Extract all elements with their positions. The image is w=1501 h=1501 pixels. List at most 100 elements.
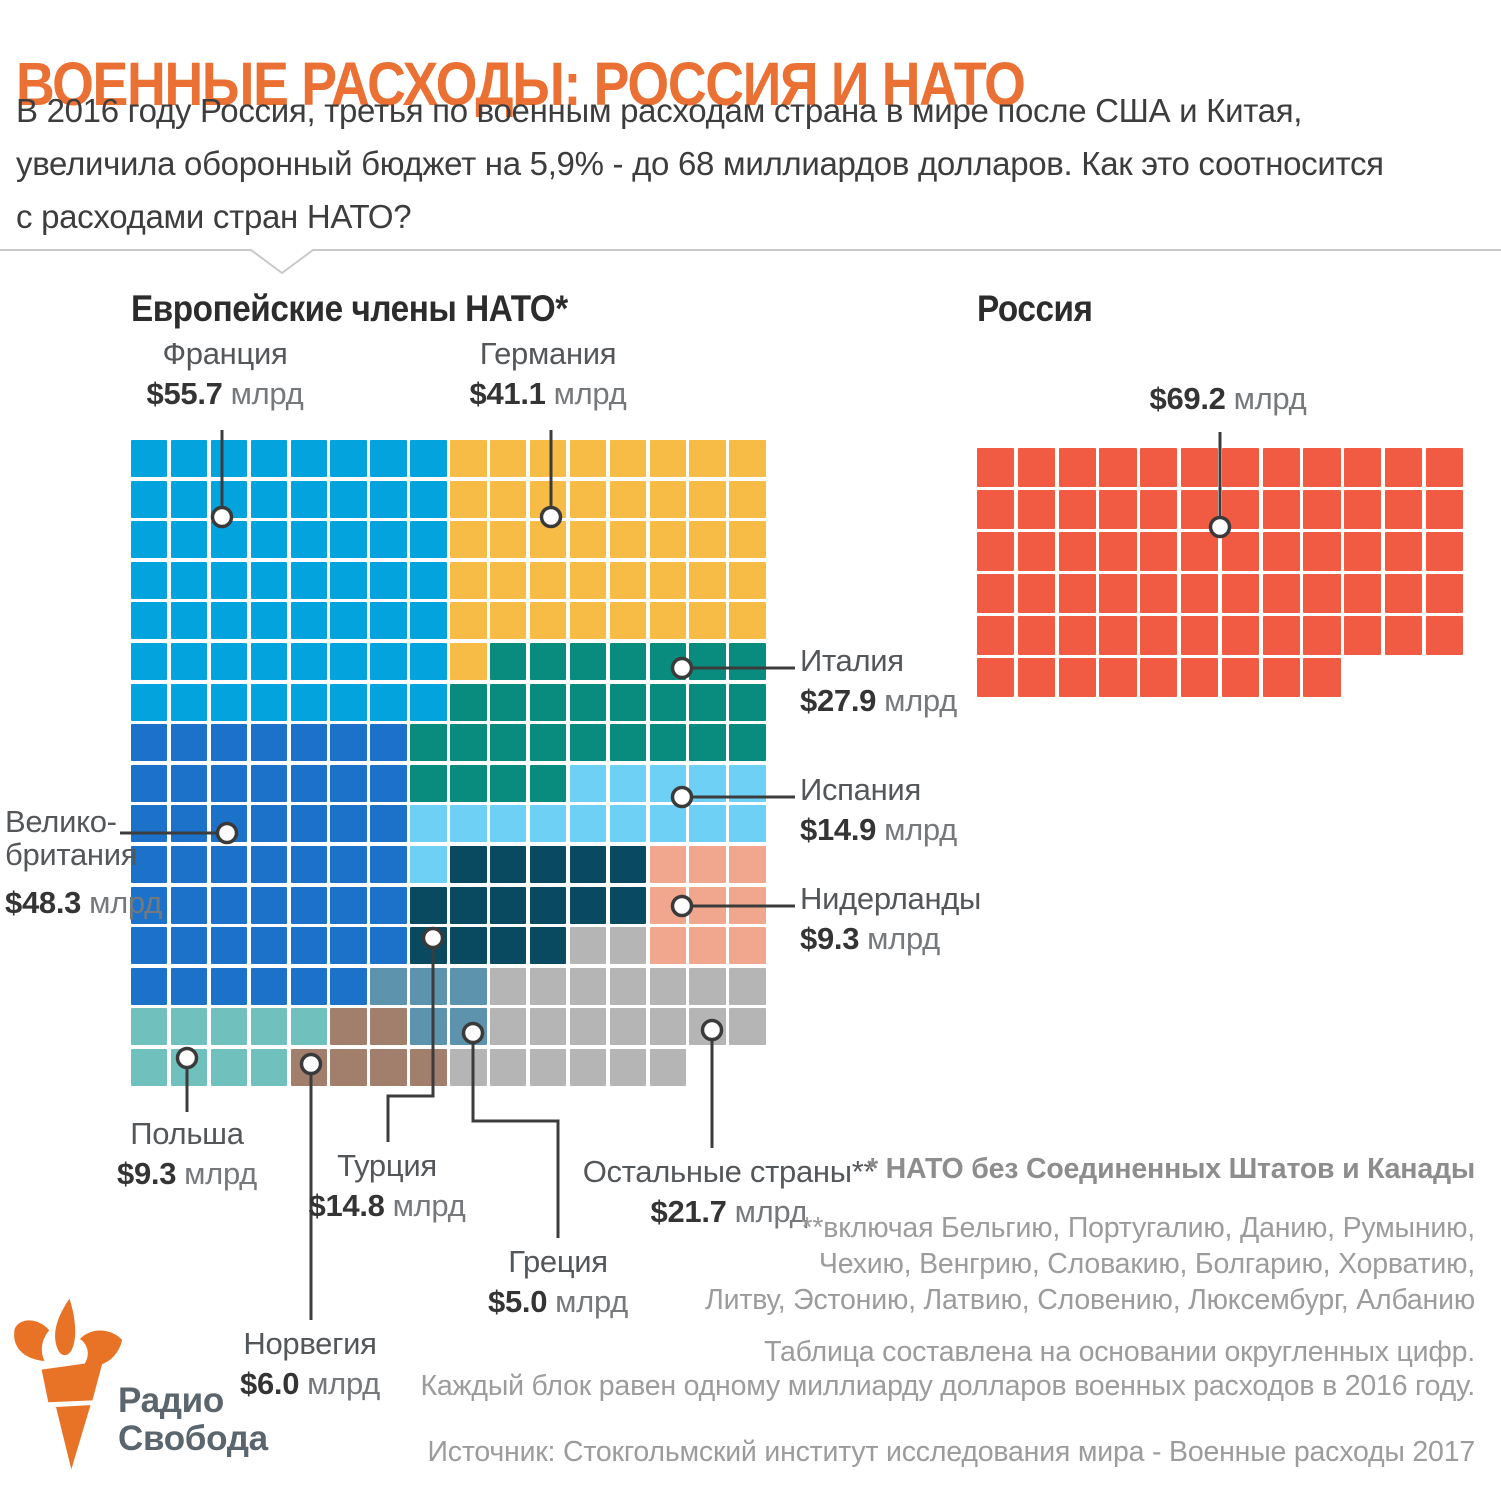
waffle-cell: [450, 1008, 487, 1046]
waffle-cell: [1017, 532, 1056, 571]
waffle-cell: [1384, 490, 1423, 529]
waffle-cell: [210, 927, 248, 965]
waffle-cell: [250, 967, 288, 1005]
country-value: $55.7 млрд: [125, 374, 325, 414]
waffle-cell: [210, 886, 248, 924]
waffle-cell: [977, 532, 1015, 571]
waffle-cell: [170, 683, 208, 721]
waffle-cell: [290, 886, 327, 924]
waffle-cell: [370, 1008, 407, 1046]
waffle-cell: [410, 805, 447, 843]
label-germany: Германия $41.1 млрд: [448, 334, 648, 414]
waffle-cell: [1344, 574, 1382, 613]
country-name: Нидерланды: [800, 881, 982, 916]
waffle-cell: [490, 967, 527, 1005]
waffle-cell: [170, 480, 208, 518]
waffle-cell: [1221, 532, 1260, 571]
waffle-cell: [1099, 448, 1137, 487]
waffle-cell: [290, 642, 327, 680]
waffle-cell: [410, 440, 447, 477]
waffle-cell: [330, 764, 367, 802]
waffle-cell: [609, 642, 647, 680]
value-number: $21.7: [650, 1194, 727, 1229]
waffle-cell: [450, 805, 487, 843]
waffle-cell: [250, 886, 288, 924]
waffle-cell: [410, 561, 447, 599]
waffle-cell: [977, 490, 1015, 529]
waffle-cell: [529, 967, 567, 1005]
waffle-cell: [1099, 616, 1137, 655]
value-unit: млрд: [867, 921, 940, 956]
waffle-cell: [689, 642, 726, 680]
label-uk: Велико- британия $48.3 млрд: [5, 805, 162, 923]
waffle-cell: [131, 480, 168, 518]
waffle-cell: [370, 561, 407, 599]
waffle-cell: [250, 480, 288, 518]
waffle-cell: [370, 642, 407, 680]
waffle-cell: [410, 927, 447, 965]
waffle-cell: [609, 805, 647, 843]
value-number: $14.8: [308, 1188, 385, 1223]
waffle-cell: [210, 602, 248, 640]
waffle-cell: [1058, 616, 1096, 655]
waffle-cell: [689, 967, 726, 1005]
country-name: Турция: [337, 1148, 437, 1183]
waffle-cell: [450, 724, 487, 762]
waffle-cell: [649, 886, 686, 924]
waffle-cell: [170, 642, 208, 680]
waffle-cell: [490, 683, 527, 721]
value-number: $9.3: [800, 921, 860, 956]
waffle-cell: [490, 724, 527, 762]
waffle-cell: [977, 616, 1015, 655]
waffle-cell: [1262, 490, 1300, 529]
waffle-cell: [210, 642, 248, 680]
value-unit: млрд: [555, 1284, 628, 1319]
waffle-cell: [977, 448, 1015, 487]
waffle-cell: [131, 602, 168, 640]
waffle-cell: [490, 886, 527, 924]
waffle-cell: [131, 805, 168, 843]
waffle-cell: [1303, 574, 1341, 613]
waffle-cell: [1140, 490, 1178, 529]
waffle-cell: [1221, 658, 1260, 697]
waffle-cell: [1425, 490, 1464, 529]
waffle-cell: [569, 561, 607, 599]
label-netherlands: Нидерланды $9.3 млрд: [800, 879, 1050, 959]
waffle-cell: [529, 724, 567, 762]
waffle-cell: [1180, 658, 1219, 697]
waffle-cell: [1221, 490, 1260, 529]
country-value: $41.1 млрд: [448, 374, 648, 414]
waffle-cell: [170, 1048, 208, 1086]
waffle-cell: [330, 724, 367, 762]
intro-paragraph: В 2016 году Россия, третья по военным ра…: [16, 84, 1494, 243]
waffle-cell: [689, 724, 726, 762]
waffle-cell: [131, 1048, 168, 1086]
waffle-cell: [450, 927, 487, 965]
waffle-cell: [170, 724, 208, 762]
waffle-cell: [290, 724, 327, 762]
waffle-cell: [490, 521, 527, 559]
waffle-cell: [649, 805, 686, 843]
waffle-cell: [210, 845, 248, 883]
waffle-cell: [250, 521, 288, 559]
country-name: Норвегия: [243, 1326, 377, 1361]
waffle-cell: [529, 561, 567, 599]
waffle-cell: [689, 521, 726, 559]
waffle-cell: [649, 440, 686, 477]
waffle-cell: [210, 1008, 248, 1046]
waffle-cell: [649, 967, 686, 1005]
waffle-cell: [290, 602, 327, 640]
waffle-cell: [450, 683, 487, 721]
waffle-cell: [250, 845, 288, 883]
waffle-cell: [330, 886, 367, 924]
waffle-cell: [1303, 448, 1341, 487]
value-unit: млрд: [392, 1188, 466, 1223]
waffle-cell: [410, 764, 447, 802]
waffle-cell: [131, 521, 168, 559]
waffle-cell: [729, 642, 766, 680]
waffle-cell: [1180, 616, 1219, 655]
waffle-cell: [729, 521, 766, 559]
russia-waffle-grid: [977, 448, 1464, 697]
header-divider: [0, 249, 1501, 275]
waffle-cell: [450, 561, 487, 599]
